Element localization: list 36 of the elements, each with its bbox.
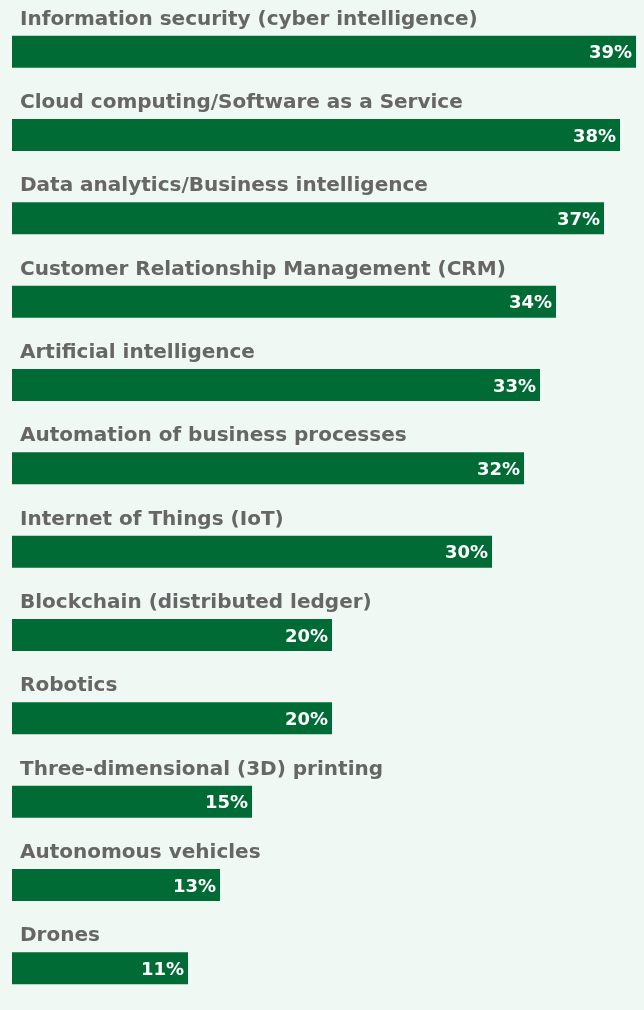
bar — [12, 785, 252, 818]
data-label: 37% — [556, 207, 600, 229]
y-tick-label: Three-dimensional (3D) printing — [20, 755, 384, 780]
bar — [12, 702, 332, 735]
y-tick-label: Robotics — [20, 672, 118, 697]
data-label: 20% — [284, 624, 328, 646]
data-label: 34% — [508, 291, 552, 313]
data-label: 13% — [172, 874, 216, 896]
y-tick-label: Information security (cyber intelligence) — [20, 5, 478, 30]
data-label: 30% — [444, 541, 488, 563]
bar — [12, 619, 332, 651]
y-tick-label: Internet of Things (IoT) — [20, 505, 284, 530]
data-label: 33% — [492, 374, 536, 396]
y-tick-label: Data analytics/Business intelligence — [20, 172, 428, 197]
data-label: 15% — [204, 791, 248, 813]
data-label: 20% — [284, 707, 328, 729]
bar — [12, 535, 492, 568]
y-tick-label: Cloud computing/Software as a Service — [20, 89, 463, 113]
y-tick-label: Blockchain (distributed ledger) — [20, 589, 372, 613]
bar — [12, 369, 540, 401]
bar — [12, 285, 556, 318]
y-tick-label: Customer Relationship Management (CRM) — [20, 255, 506, 280]
bar — [12, 119, 620, 151]
bar — [12, 202, 604, 235]
y-tick-label: Autonomous vehicles — [20, 839, 261, 863]
data-label: 38% — [572, 124, 616, 146]
data-label: 39% — [588, 41, 632, 63]
y-tick-label: Artificial intelligence — [20, 339, 255, 363]
data-label: 11% — [140, 957, 184, 979]
bar — [12, 952, 188, 985]
y-tick-label: Drones — [20, 922, 100, 947]
bar — [12, 35, 636, 68]
bar — [12, 869, 220, 901]
y-tick-label: Automation of business processes — [20, 422, 407, 447]
bar — [12, 452, 524, 485]
data-label: 32% — [476, 457, 520, 479]
